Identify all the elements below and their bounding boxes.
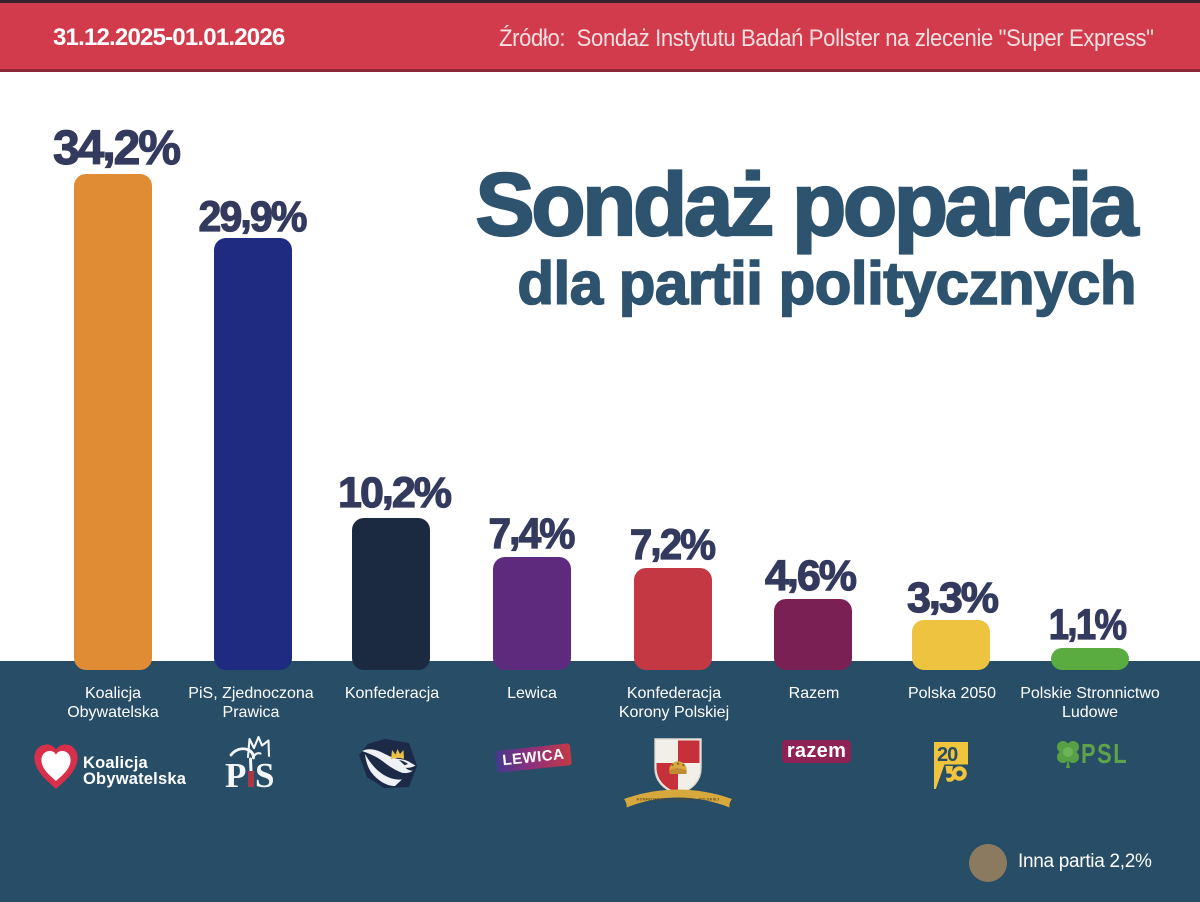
svg-text:KONFEDERACJA · KORONY · POLSKI: KONFEDERACJA · KORONY · POLSKIEJ [637, 797, 720, 801]
svg-text:S: S [255, 756, 274, 793]
svg-text:P: P [225, 756, 246, 793]
svg-text:20: 20 [937, 744, 958, 766]
